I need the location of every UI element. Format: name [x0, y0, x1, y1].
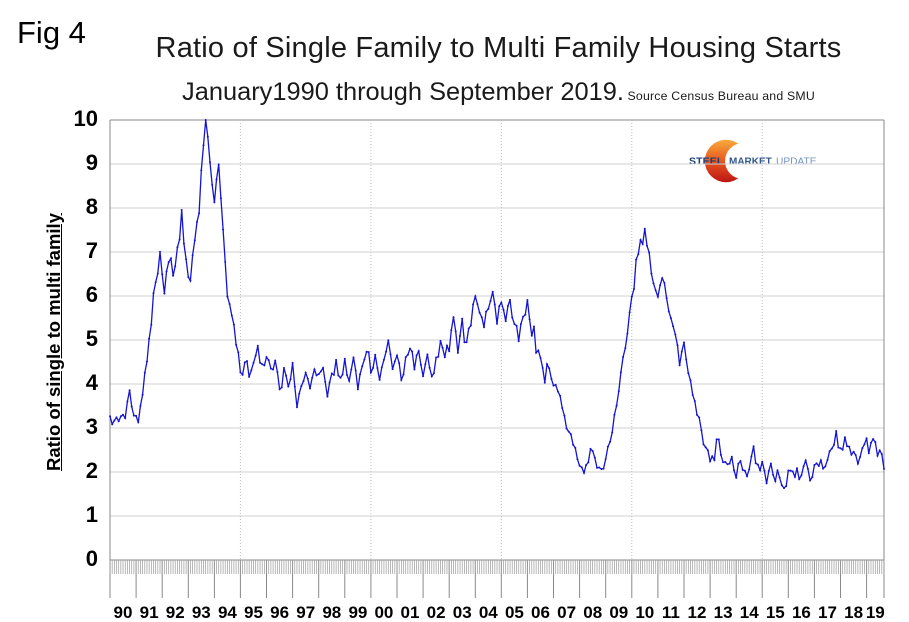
svg-text:16: 16	[792, 603, 811, 622]
svg-text:03: 03	[453, 603, 472, 622]
svg-text:98: 98	[322, 603, 341, 622]
svg-text:10: 10	[635, 603, 654, 622]
svg-text:12: 12	[688, 603, 707, 622]
svg-text:91: 91	[140, 603, 159, 622]
svg-text:11: 11	[662, 603, 680, 622]
svg-text:04: 04	[479, 603, 498, 622]
svg-text:06: 06	[531, 603, 550, 622]
svg-text:19: 19	[866, 603, 885, 622]
svg-text:13: 13	[714, 603, 733, 622]
svg-text:1: 1	[86, 502, 98, 527]
svg-text:6: 6	[86, 282, 98, 307]
svg-text:10: 10	[74, 106, 98, 131]
svg-text:3: 3	[86, 414, 98, 439]
svg-text:97: 97	[296, 603, 315, 622]
svg-text:90: 90	[114, 603, 133, 622]
svg-text:8: 8	[86, 194, 98, 219]
svg-text:94: 94	[218, 603, 237, 622]
svg-text:5: 5	[86, 326, 98, 351]
svg-text:09: 09	[609, 603, 628, 622]
svg-text:0: 0	[86, 546, 98, 571]
svg-text:01: 01	[401, 603, 420, 622]
svg-text:02: 02	[427, 603, 446, 622]
svg-text:7: 7	[86, 238, 98, 263]
svg-text:14: 14	[740, 603, 759, 622]
svg-text:05: 05	[505, 603, 524, 622]
svg-text:95: 95	[244, 603, 263, 622]
svg-text:18: 18	[844, 603, 863, 622]
svg-text:15: 15	[766, 603, 785, 622]
svg-text:96: 96	[270, 603, 289, 622]
svg-text:93: 93	[192, 603, 211, 622]
svg-text:17: 17	[818, 603, 837, 622]
svg-text:99: 99	[348, 603, 367, 622]
svg-text:08: 08	[583, 603, 602, 622]
svg-text:92: 92	[166, 603, 185, 622]
svg-text:4: 4	[86, 370, 99, 395]
svg-text:9: 9	[86, 150, 98, 175]
svg-text:07: 07	[557, 603, 576, 622]
svg-text:00: 00	[374, 603, 393, 622]
svg-text:2: 2	[86, 458, 98, 483]
